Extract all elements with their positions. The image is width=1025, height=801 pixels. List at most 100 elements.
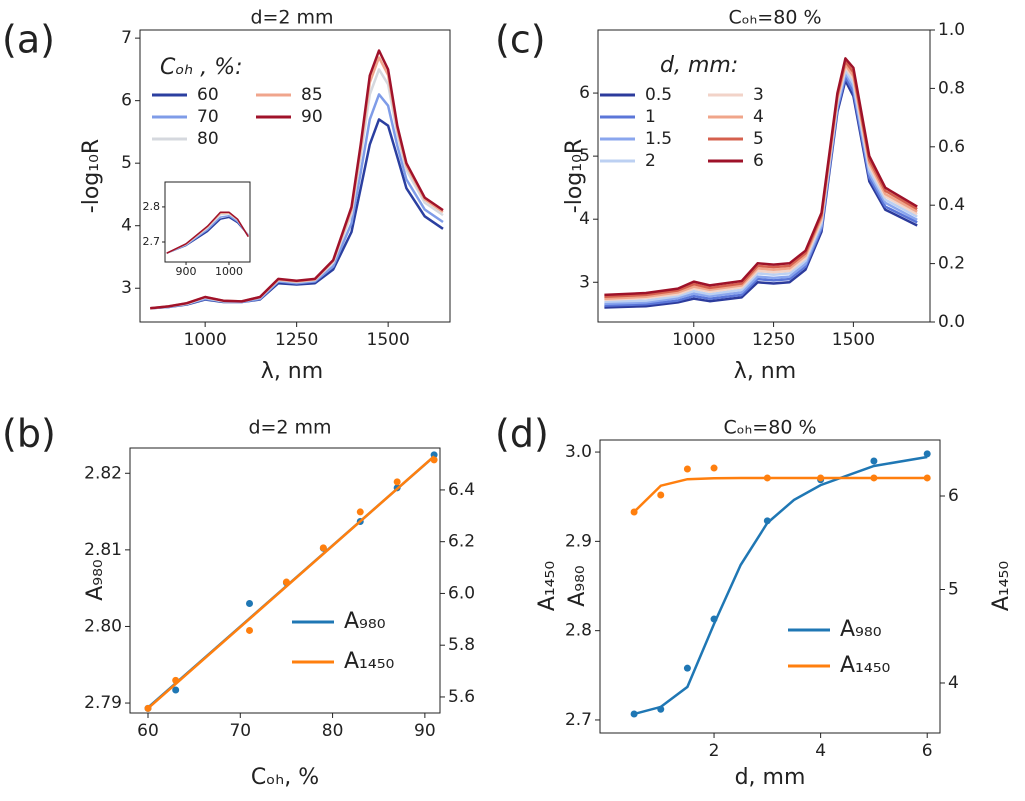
data-point bbox=[630, 710, 638, 718]
data-point bbox=[246, 599, 254, 607]
panel-label: (b) bbox=[2, 412, 56, 456]
y2-tick-label: 0.4 bbox=[938, 195, 965, 215]
y2-tick-label: 5 bbox=[948, 579, 959, 599]
x-axis-label: Cₒₕ, % bbox=[251, 765, 319, 790]
y-tick-label: 2.7 bbox=[565, 710, 592, 730]
legend-label: A₁₄₅₀ bbox=[840, 653, 891, 678]
y-axis-label-outer: A₁₄₅₀ bbox=[535, 561, 560, 612]
data-point bbox=[870, 457, 878, 465]
chart-title: d=2 mm bbox=[248, 417, 331, 439]
x-axis-label: d, mm bbox=[735, 765, 806, 790]
data-point bbox=[144, 704, 152, 712]
data-point bbox=[393, 478, 401, 486]
legend-label: 4 bbox=[753, 107, 764, 127]
data-point bbox=[282, 578, 290, 586]
y2-tick-label: 6 bbox=[948, 486, 959, 506]
x-tick-label: 80 bbox=[322, 721, 344, 741]
y2-tick-label: 0.0 bbox=[938, 312, 965, 332]
legend-label: 70 bbox=[197, 107, 219, 127]
data-point bbox=[172, 676, 180, 684]
chart-title: Cₒₕ=80 % bbox=[724, 417, 817, 439]
series-line bbox=[604, 57, 918, 297]
y-axis-label: -log₁₀R bbox=[79, 139, 104, 213]
x-tick-label: 1500 bbox=[832, 330, 875, 350]
y2-tick-label: 0.2 bbox=[938, 254, 965, 274]
x-tick-label: 900 bbox=[176, 265, 197, 278]
x-tick-label: 4 bbox=[815, 741, 826, 761]
y2-tick-label: 4 bbox=[948, 673, 959, 693]
y-tick-label: 6 bbox=[121, 91, 132, 111]
legend-label: 60 bbox=[197, 85, 219, 105]
y-tick-label: 2.79 bbox=[84, 693, 122, 713]
y-tick-label: 2.8 bbox=[565, 621, 592, 641]
x-axis-label: λ, nm bbox=[734, 359, 796, 384]
legend-label: A₁₄₅₀ bbox=[344, 649, 395, 674]
legend-label: 0.5 bbox=[645, 85, 672, 105]
data-point bbox=[630, 508, 638, 516]
panel-label: (c) bbox=[495, 18, 546, 62]
fit-line bbox=[633, 476, 928, 513]
y-tick-label: 5 bbox=[121, 153, 132, 173]
plot-frame bbox=[139, 29, 451, 323]
panel-label: (a) bbox=[2, 18, 55, 62]
legend-label: 85 bbox=[301, 85, 323, 105]
y2-tick-label: 6.2 bbox=[448, 532, 475, 552]
data-point bbox=[870, 474, 878, 482]
data-point bbox=[683, 465, 691, 473]
data-point bbox=[430, 456, 438, 464]
chart-title: d=2 mm bbox=[250, 7, 333, 29]
legend-label: 90 bbox=[301, 107, 323, 127]
legend-label: 1 bbox=[645, 107, 656, 127]
plot-frame bbox=[599, 439, 941, 734]
y-tick-label: 2.7 bbox=[143, 235, 161, 248]
y-tick-label: 2.82 bbox=[84, 463, 122, 483]
y2-tick-label: 6.0 bbox=[448, 583, 475, 603]
legend-label: A₉₈₀ bbox=[840, 617, 882, 642]
x-tick-label: 1000 bbox=[672, 330, 715, 350]
y-tick-label: 4 bbox=[579, 209, 590, 229]
x-tick-label: 6 bbox=[922, 741, 933, 761]
legend-label: 2 bbox=[645, 151, 656, 171]
data-point bbox=[817, 474, 825, 482]
legend-label: 3 bbox=[753, 85, 764, 105]
series-line bbox=[166, 211, 249, 254]
y-tick-label: 6 bbox=[579, 83, 590, 103]
legend-label: 5 bbox=[753, 129, 764, 149]
legend-title: Cₒₕ , %: bbox=[160, 55, 243, 80]
data-point bbox=[246, 626, 254, 634]
data-point bbox=[710, 615, 718, 623]
y-tick-label: 3.0 bbox=[565, 442, 592, 462]
legend-label: 6 bbox=[753, 151, 764, 171]
fit-line bbox=[633, 455, 928, 716]
data-point bbox=[763, 517, 771, 525]
data-point bbox=[657, 705, 665, 713]
x-tick-label: 1000 bbox=[184, 330, 227, 350]
x-tick-label: 1250 bbox=[752, 330, 795, 350]
data-point bbox=[319, 544, 327, 552]
data-point bbox=[172, 686, 180, 694]
y-axis-label: -log₁₀R bbox=[562, 139, 587, 213]
data-point bbox=[923, 474, 931, 482]
series-line bbox=[150, 49, 444, 310]
y-tick-label: 3 bbox=[121, 278, 132, 298]
panel-label: (d) bbox=[495, 412, 549, 456]
data-point bbox=[657, 491, 665, 499]
y2-tick-label: 0.6 bbox=[938, 137, 965, 157]
legend-label: 80 bbox=[197, 129, 219, 149]
x-tick-label: 60 bbox=[137, 721, 159, 741]
y-axis-label: A₉₈₀ bbox=[83, 559, 108, 601]
y2-tick-label: 1.0 bbox=[938, 20, 965, 40]
x-tick-label: 90 bbox=[414, 721, 436, 741]
y-tick-label: 2.8 bbox=[143, 200, 161, 213]
y-tick-label: 2.80 bbox=[84, 616, 122, 636]
y2-tick-label: 5.6 bbox=[448, 687, 475, 707]
x-tick-label: 70 bbox=[229, 721, 251, 741]
x-tick-label: 1000 bbox=[215, 265, 243, 278]
y-axis-label: A₉₈₀ bbox=[565, 565, 590, 607]
y2-tick-label: 6.4 bbox=[448, 480, 475, 500]
y2-tick-label: 0.8 bbox=[938, 78, 965, 98]
y-tick-label: 7 bbox=[121, 28, 132, 48]
y-tick-label: 2.9 bbox=[565, 531, 592, 551]
data-point bbox=[763, 474, 771, 482]
